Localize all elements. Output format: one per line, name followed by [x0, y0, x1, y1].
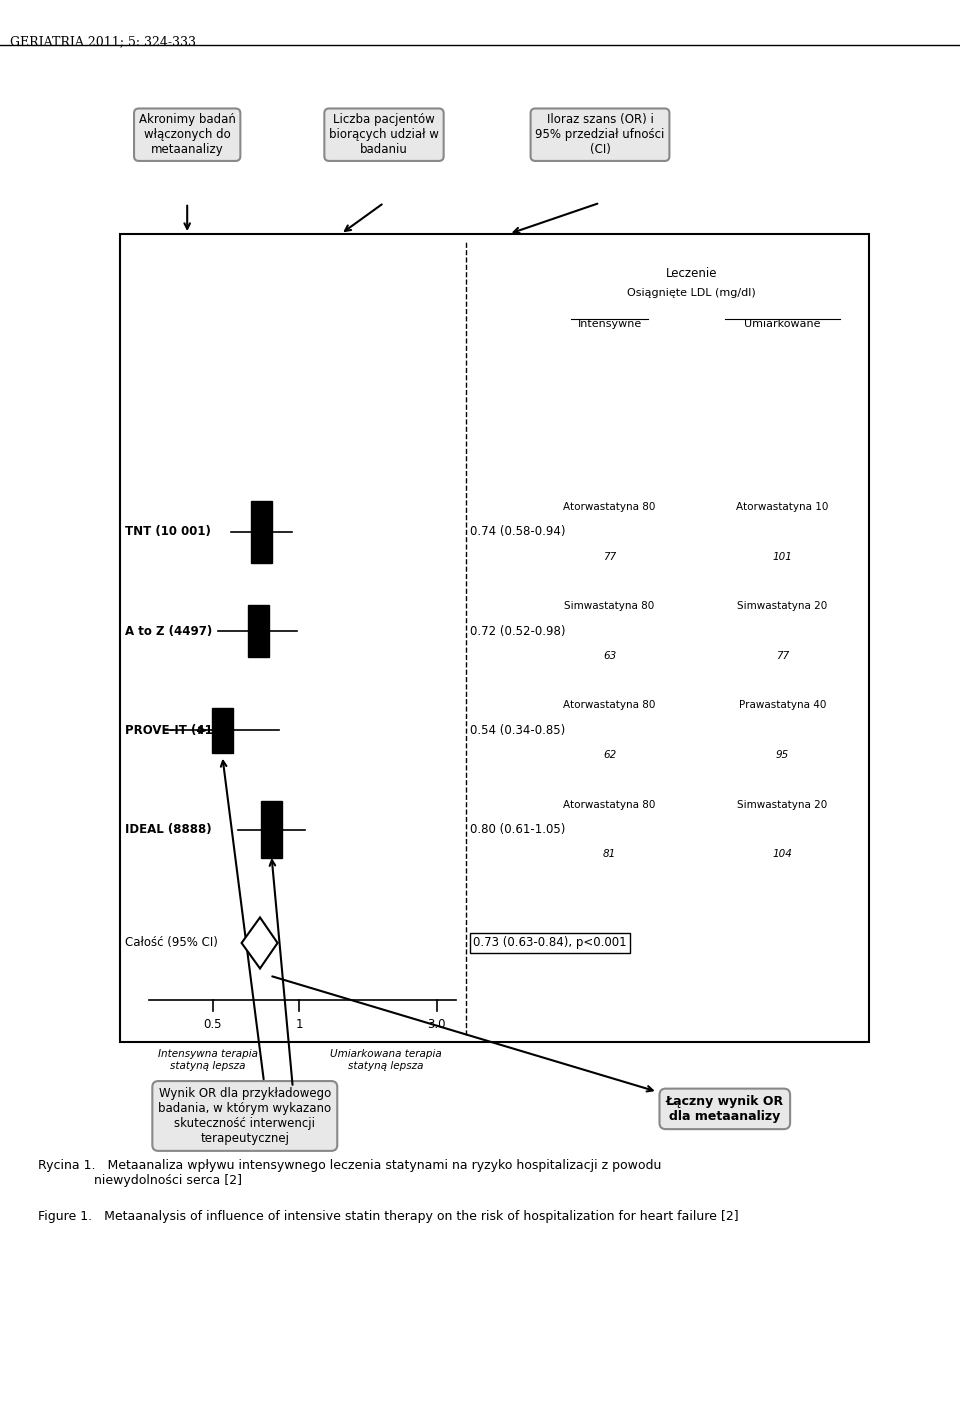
Text: Wynik OR dla przykładowego
badania, w którym wykazano
skuteczność interwencji
te: Wynik OR dla przykładowego badania, w kt…: [158, 1088, 331, 1144]
Text: 3.0: 3.0: [427, 1018, 446, 1031]
Text: Liczba pacjentów
biorących udział w
badaniu: Liczba pacjentów biorących udział w bada…: [329, 113, 439, 156]
Text: 63: 63: [603, 651, 616, 661]
Text: Atorwastatyna 10: Atorwastatyna 10: [736, 502, 828, 512]
Text: 0.73 (0.63-0.84), p<0.001: 0.73 (0.63-0.84), p<0.001: [473, 936, 627, 950]
Text: 77: 77: [776, 651, 789, 661]
Text: Leczenie: Leczenie: [665, 267, 717, 279]
Text: Łączny wynik OR
dla metaanalizy: Łączny wynik OR dla metaanalizy: [665, 1095, 784, 1123]
Text: TNT (10 001): TNT (10 001): [125, 525, 210, 539]
Polygon shape: [242, 917, 277, 968]
Text: Intensywna terapia
statyną lepsza: Intensywna terapia statyną lepsza: [157, 1049, 257, 1071]
Text: 104: 104: [773, 849, 792, 859]
Bar: [252, 501, 273, 563]
Text: 1: 1: [296, 1018, 303, 1031]
Text: Prawastatyna 40: Prawastatyna 40: [738, 700, 827, 710]
Text: Atorwastatyna 80: Atorwastatyna 80: [564, 700, 656, 710]
Text: Rycina 1.   Metaanaliza wpływu intensywnego leczenia statynami na ryzyko hospita: Rycina 1. Metaanaliza wpływu intensywneg…: [38, 1159, 661, 1187]
Text: Figure 1.   Metaanalysis of influence of intensive statin therapy on the risk of: Figure 1. Metaanalysis of influence of i…: [38, 1210, 739, 1222]
Text: Osiągnięte LDL (mg/dl): Osiągnięte LDL (mg/dl): [627, 288, 756, 298]
Text: A to Z (4497): A to Z (4497): [125, 624, 212, 638]
Text: 0.74 (0.58-0.94): 0.74 (0.58-0.94): [470, 525, 565, 539]
Text: 62: 62: [603, 750, 616, 760]
FancyBboxPatch shape: [120, 234, 869, 1042]
Bar: [261, 801, 282, 858]
Text: Iloraz szans (OR) i
95% przedział ufności
(CI): Iloraz szans (OR) i 95% przedział ufnośc…: [536, 113, 664, 156]
Text: IDEAL (8888): IDEAL (8888): [125, 822, 211, 837]
Text: Akronimy badań
włączonych do
metaanalizy: Akronimy badań włączonych do metaanalizy: [139, 113, 235, 156]
Text: Całość (95% CI): Całość (95% CI): [125, 936, 218, 950]
Text: 0.72 (0.52-0.98): 0.72 (0.52-0.98): [470, 624, 565, 638]
Text: Umiarkowana terapia
statyną lepsza: Umiarkowana terapia statyną lepsza: [330, 1049, 442, 1071]
Text: PROVE-IT (4162): PROVE-IT (4162): [125, 723, 234, 737]
Text: Intensywne: Intensywne: [578, 319, 641, 329]
Text: Simwastatyna 20: Simwastatyna 20: [737, 601, 828, 611]
Text: 95: 95: [776, 750, 789, 760]
Text: GERIATRIA 2011; 5: 324-333: GERIATRIA 2011; 5: 324-333: [10, 35, 196, 48]
Text: 0.80 (0.61-1.05): 0.80 (0.61-1.05): [470, 822, 565, 837]
Text: Atorwastatyna 80: Atorwastatyna 80: [564, 502, 656, 512]
Text: Simwastatyna 80: Simwastatyna 80: [564, 601, 655, 611]
Bar: [212, 708, 233, 753]
Text: Umiarkowane: Umiarkowane: [744, 319, 821, 329]
Text: 101: 101: [773, 552, 792, 562]
Text: 0.54 (0.34-0.85): 0.54 (0.34-0.85): [470, 723, 565, 737]
Text: 81: 81: [603, 849, 616, 859]
Text: 77: 77: [603, 552, 616, 562]
Text: Simwastatyna 20: Simwastatyna 20: [737, 800, 828, 810]
Text: Atorwastatyna 80: Atorwastatyna 80: [564, 800, 656, 810]
Bar: [248, 605, 269, 657]
Text: 0.5: 0.5: [204, 1018, 222, 1031]
